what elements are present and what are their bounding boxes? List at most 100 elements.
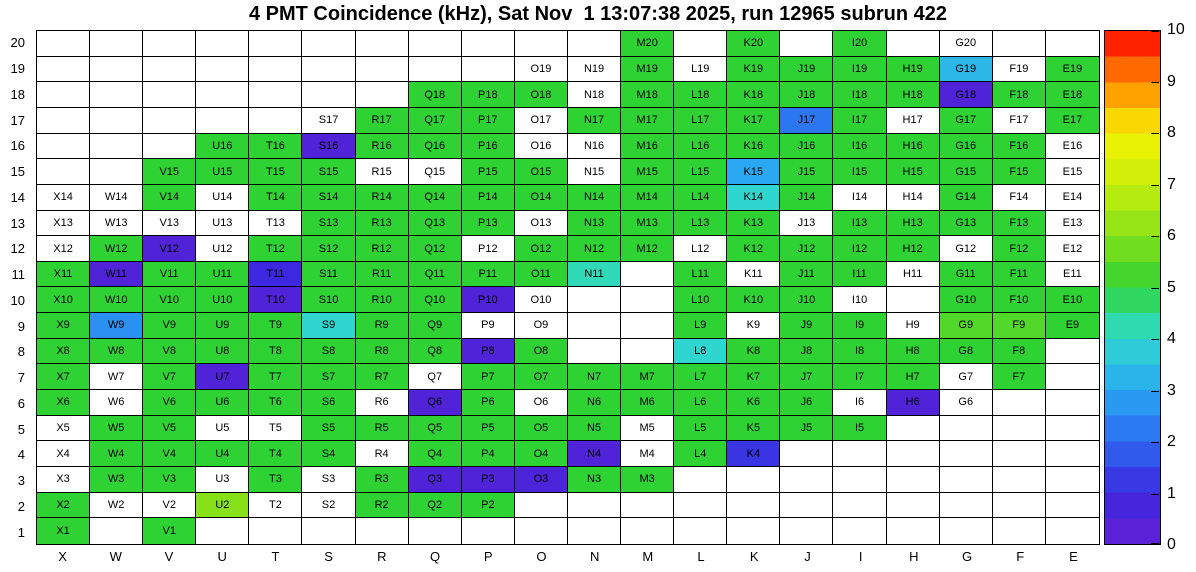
heatmap-cell: U10	[196, 287, 250, 314]
heatmap-cell	[939, 492, 993, 519]
heatmap-cell: T10	[249, 287, 303, 314]
heatmap-cell: K5	[727, 415, 781, 442]
heatmap-cell: I12	[833, 236, 887, 262]
y-axis-label: 15	[10, 164, 25, 180]
heatmap-cell: E12	[1045, 236, 1099, 262]
heatmap-cell: W7	[90, 364, 144, 391]
heatmap-cell	[514, 31, 568, 57]
heatmap-cell: T9	[249, 313, 303, 339]
heatmap-cell: J18	[780, 82, 834, 108]
heatmap-cell	[621, 287, 675, 314]
heatmap-cell: R3	[355, 467, 409, 493]
heatmap-cell: T6	[249, 390, 303, 416]
heatmap-cell	[727, 492, 781, 519]
heatmap-cell	[1045, 390, 1099, 416]
heatmap-cell	[90, 31, 144, 57]
heatmap-cell: R2	[355, 492, 409, 519]
heatmap-cell: T11	[249, 261, 303, 288]
x-axis-label: Q	[429, 549, 441, 564]
heatmap-cell: T7	[249, 364, 303, 391]
heatmap-cell: K20	[727, 31, 781, 57]
heatmap-cell: E10	[1045, 287, 1099, 314]
heatmap-cell	[356, 518, 409, 544]
heatmap-cell: N7	[567, 364, 622, 391]
heatmap-cell	[1046, 518, 1099, 544]
heatmap-cell: S14	[302, 184, 356, 211]
heatmap-cell: O6	[514, 390, 568, 416]
heatmap-cell: S6	[302, 390, 356, 416]
heatmap-cell	[780, 492, 834, 519]
colorbar-tick-mark	[1151, 390, 1159, 392]
heatmap-cell: P15	[461, 159, 515, 185]
heatmap-cell: K14	[727, 184, 781, 211]
heatmap-cell: I5	[833, 415, 887, 442]
heatmap-cell: O17	[514, 107, 568, 134]
heatmap-cell: N13	[567, 210, 622, 237]
heatmap-cell	[1045, 416, 1099, 442]
heatmap-cell: K13	[727, 210, 781, 237]
heatmap-cell: F10	[992, 287, 1046, 314]
heatmap-cell: S3	[302, 467, 356, 493]
heatmap-cell: V12	[143, 236, 197, 262]
heatmap-cell	[143, 133, 197, 160]
heatmap-cell: L12	[674, 236, 728, 262]
heatmap-cell	[90, 518, 144, 544]
heatmap-cell: G15	[939, 159, 993, 185]
heatmap-cell	[514, 492, 568, 519]
heatmap-cell	[727, 518, 781, 544]
heatmap-grid: M20 K20 I20 G20 O19 N19 M19 L19 K19 J19 I19 H19 G19 F…	[36, 30, 1100, 545]
x-axis-label: R	[377, 549, 387, 564]
heatmap-cell: L14	[674, 184, 728, 211]
heatmap-cell: T4	[249, 441, 303, 468]
heatmap-cell: J12	[780, 236, 834, 262]
heatmap-cell: P10	[461, 287, 515, 314]
heatmap-cell: O3	[514, 467, 568, 493]
heatmap-cell	[90, 82, 144, 108]
heatmap-cell: I8	[833, 338, 887, 365]
heatmap-cell: P18	[461, 82, 515, 108]
heatmap-cell: W14	[90, 184, 144, 211]
heatmap-cell: R7	[355, 364, 409, 391]
colorbar-gradient	[1105, 31, 1160, 544]
heatmap-cell	[833, 492, 887, 519]
heatmap-cell	[674, 492, 728, 519]
heatmap-cell: K10	[727, 287, 781, 314]
heatmap-cell	[196, 56, 250, 83]
heatmap-cell: Q13	[408, 210, 462, 237]
x-axis-label: F	[1016, 549, 1025, 564]
heatmap-cell	[37, 31, 91, 57]
heatmap-cell: R11	[355, 261, 409, 288]
heatmap-cell: M12	[621, 236, 675, 262]
heatmap-cell: V10	[143, 287, 197, 314]
heatmap-cell	[249, 56, 303, 83]
colorbar-tick-mark	[1151, 543, 1159, 544]
colorbar-tick-label: 5	[1167, 278, 1176, 296]
heatmap-cell: P16	[461, 133, 515, 160]
heatmap-cell: L13	[674, 210, 728, 237]
colorbar-tick-mark	[1151, 31, 1159, 32]
y-axis-label: 1	[17, 524, 25, 540]
heatmap-cell	[196, 107, 250, 134]
heatmap-cell: M3	[621, 467, 675, 493]
heatmap-cell: R17	[355, 107, 409, 134]
heatmap-cell	[939, 441, 993, 468]
heatmap-cell: U2	[196, 492, 250, 519]
heatmap-cell: I17	[833, 107, 887, 134]
heatmap-cell: T16	[249, 133, 303, 160]
y-axis-label: 14	[10, 189, 25, 205]
heatmap-cell	[143, 82, 197, 108]
heatmap-cell: O15	[514, 159, 568, 185]
x-axis-label: O	[536, 549, 547, 564]
heatmap-cell: Q15	[408, 159, 462, 185]
heatmap-cell: Q14	[408, 184, 462, 211]
heatmap-cell: J13	[780, 210, 834, 237]
y-axis-label: 2	[17, 498, 25, 514]
y-axis-label: 17	[10, 112, 25, 128]
heatmap-cell	[567, 31, 622, 57]
heatmap-cell: J10	[780, 287, 834, 314]
heatmap-cell: K11	[727, 261, 781, 288]
heatmap-cell: N14	[567, 184, 622, 211]
heatmap-cell: G16	[939, 133, 993, 160]
heatmap-cell	[886, 441, 940, 468]
